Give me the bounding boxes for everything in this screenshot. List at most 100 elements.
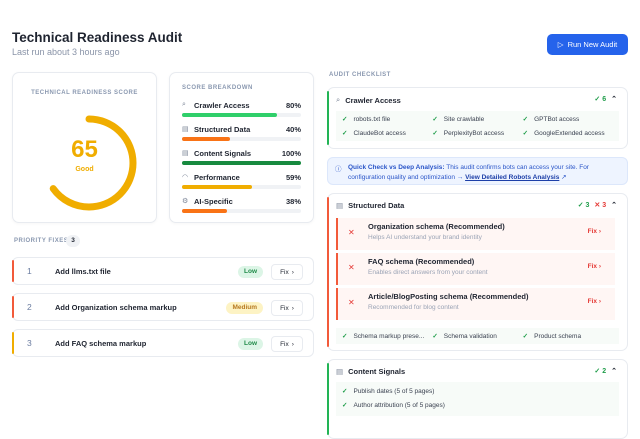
bot-icon: ⚙ <box>182 198 189 205</box>
fix-link[interactable]: Fix › <box>588 298 601 305</box>
score-value: 65 <box>71 136 98 163</box>
progress-bar <box>182 209 301 213</box>
failed-check-description: Helps AI understand your brand identity <box>368 234 482 241</box>
fix-label: Fix <box>280 340 289 348</box>
score-rating: Good <box>75 166 94 173</box>
check-item: ✓ Schema validation <box>432 332 522 340</box>
priority-number: 2 <box>27 302 32 312</box>
fail-accent <box>336 288 338 320</box>
fix-label: Fix <box>587 298 598 305</box>
audit-checklist-label: Audit Checklist <box>329 72 391 78</box>
breakdown-row: ⚙ AI-Specific 38% <box>182 197 301 219</box>
check-label: GPTBot access <box>534 116 580 123</box>
section-accent <box>327 197 329 347</box>
run-new-audit-button[interactable]: ▷ Run New Audit <box>547 34 628 55</box>
priority-accent <box>12 296 14 318</box>
fix-button[interactable]: Fix › <box>271 336 303 352</box>
fix-button[interactable]: Fix › <box>271 264 303 280</box>
score-breakdown-card: Score Breakdown ⌕ Crawler Access 80% ▤ S… <box>169 72 314 223</box>
priority-accent <box>12 260 14 282</box>
chevron-right-icon: › <box>598 298 601 305</box>
check-icon: ✓ <box>342 333 348 340</box>
check-icon: ✓ <box>522 333 529 340</box>
fix-label: Fix <box>587 263 598 270</box>
check-icon: ✓ <box>522 130 529 137</box>
structured-data-section: ▤ Structured Data ✓ 3 ✕ 3 ⌃ ✕ Organization … <box>327 193 628 351</box>
fix-link[interactable]: Fix › <box>588 228 601 235</box>
passed-count: ✓ 6 <box>594 96 607 103</box>
check-list: ✓ Publish dates (5 of 5 pages) ✓ Author att… <box>336 382 619 416</box>
check-label: PerplexityBot access <box>443 130 505 137</box>
check-label: Schema validation <box>443 333 497 340</box>
chevron-up-icon[interactable]: ⌃ <box>611 202 617 209</box>
chevron-up-icon[interactable]: ⌃ <box>611 368 617 375</box>
breakdown-value: 80% <box>285 101 301 110</box>
section-header[interactable]: ▤ Structured Data <box>336 201 404 210</box>
failed-check-item[interactable]: ✕ Article/BlogPosting schema (Recommende… <box>336 288 615 320</box>
passed-count: ✓ 2 <box>594 368 607 375</box>
breakdown-name: AI-Specific <box>194 197 233 206</box>
progress-fill <box>182 113 278 117</box>
search-icon: ⌕ <box>336 95 341 104</box>
passed-count: ✓ 3 <box>577 202 590 209</box>
check-label: GoogleExtended access <box>534 130 605 137</box>
progress-fill <box>182 137 230 141</box>
fail-accent <box>336 218 338 250</box>
check-item: ✓ Author attribution (5 of 5 pages) <box>342 399 613 413</box>
crawler-access-section: ⌕ Crawler Access ✓ 6 ⌃ ✓ robots.txt file ✓ Si… <box>327 87 628 149</box>
fix-button[interactable]: Fix › <box>271 300 303 316</box>
priority-text: Add Organization schema markup <box>55 303 177 312</box>
failed-check-title: Article/BlogPosting schema (Recommended) <box>368 292 529 301</box>
breakdown-name: Performance <box>194 173 240 182</box>
section-accent <box>327 363 329 435</box>
breakdown-value: 38% <box>285 197 301 206</box>
priority-fix-item[interactable]: 2 Add Organization schema markup Medium … <box>12 293 314 321</box>
priority-text: Add llms.txt file <box>55 267 111 276</box>
check-item: ✓ Site crawlable <box>432 115 522 123</box>
x-icon: ✕ <box>348 263 355 272</box>
content-signals-section: ▤ Content Signals ✓ 2 ⌃ ✓ Publish dates (5 … <box>327 359 628 439</box>
info-text: This audit confirms bots can access your… <box>348 164 589 181</box>
check-icon: ✓ <box>342 130 348 137</box>
chevron-right-icon: › <box>291 268 294 276</box>
failed-check-item[interactable]: ✕ FAQ schema (Recommended) Enables direc… <box>336 253 615 285</box>
chevron-right-icon: › <box>598 263 601 270</box>
failed-check-description: Enables direct answers from your content <box>368 269 488 276</box>
progress-bar <box>182 185 301 189</box>
score-arc <box>41 115 137 211</box>
failed-check-item[interactable]: ✕ Organization schema (Recommended) Help… <box>336 218 615 250</box>
check-icon: ✓ <box>432 116 438 123</box>
breakdown-name: Structured Data <box>194 125 251 134</box>
page-title: Technical Readiness Audit <box>12 30 183 45</box>
breakdown-row: ▤ Content Signals 100% <box>182 149 301 171</box>
chevron-right-icon: › <box>291 340 294 348</box>
check-item: ✓ GPTBot access <box>523 115 613 123</box>
priority-fix-item[interactable]: 1 Add llms.txt file Low Fix › <box>12 257 314 285</box>
fail-accent <box>336 253 338 285</box>
priority-fix-item[interactable]: 3 Add FAQ schema markup Low Fix › <box>12 329 314 357</box>
check-item: ✓ PerplexityBot access <box>432 129 522 137</box>
check-item: ✓ GoogleExtended access <box>523 129 613 137</box>
info-heading: Quick Check vs Deep Analysis: <box>348 164 445 171</box>
check-label: Schema markup prese... <box>353 333 425 340</box>
fix-link[interactable]: Fix › <box>588 263 601 270</box>
fix-label: Fix <box>280 268 289 276</box>
progress-bar <box>182 137 301 141</box>
section-title: Content Signals <box>348 367 406 376</box>
section-title: Crawler Access <box>345 95 401 105</box>
section-header[interactable]: ⌕ Crawler Access <box>336 95 401 105</box>
priority-count-badge: 3 <box>66 235 80 247</box>
check-icon: ✓ <box>342 402 348 409</box>
check-item: ✓ ClaudeBot access <box>342 129 432 137</box>
check-icon: ✓ <box>522 116 529 123</box>
document-icon: ▤ <box>182 126 189 133</box>
score-card: Technical Readiness Score 65 Good <box>12 72 157 223</box>
failed-check-title: FAQ schema (Recommended) <box>368 257 475 266</box>
chevron-right-icon: › <box>598 228 601 235</box>
check-icon: ✓ <box>432 333 438 340</box>
chevron-up-icon[interactable]: ⌃ <box>611 96 617 103</box>
breakdown-row: ⌕ Crawler Access 80% <box>182 101 301 123</box>
section-header[interactable]: ▤ Content Signals <box>336 367 405 376</box>
gauge-icon: ◠ <box>182 174 189 181</box>
view-robots-analysis-link[interactable]: View Detailed Robots Analysis <box>465 174 560 181</box>
